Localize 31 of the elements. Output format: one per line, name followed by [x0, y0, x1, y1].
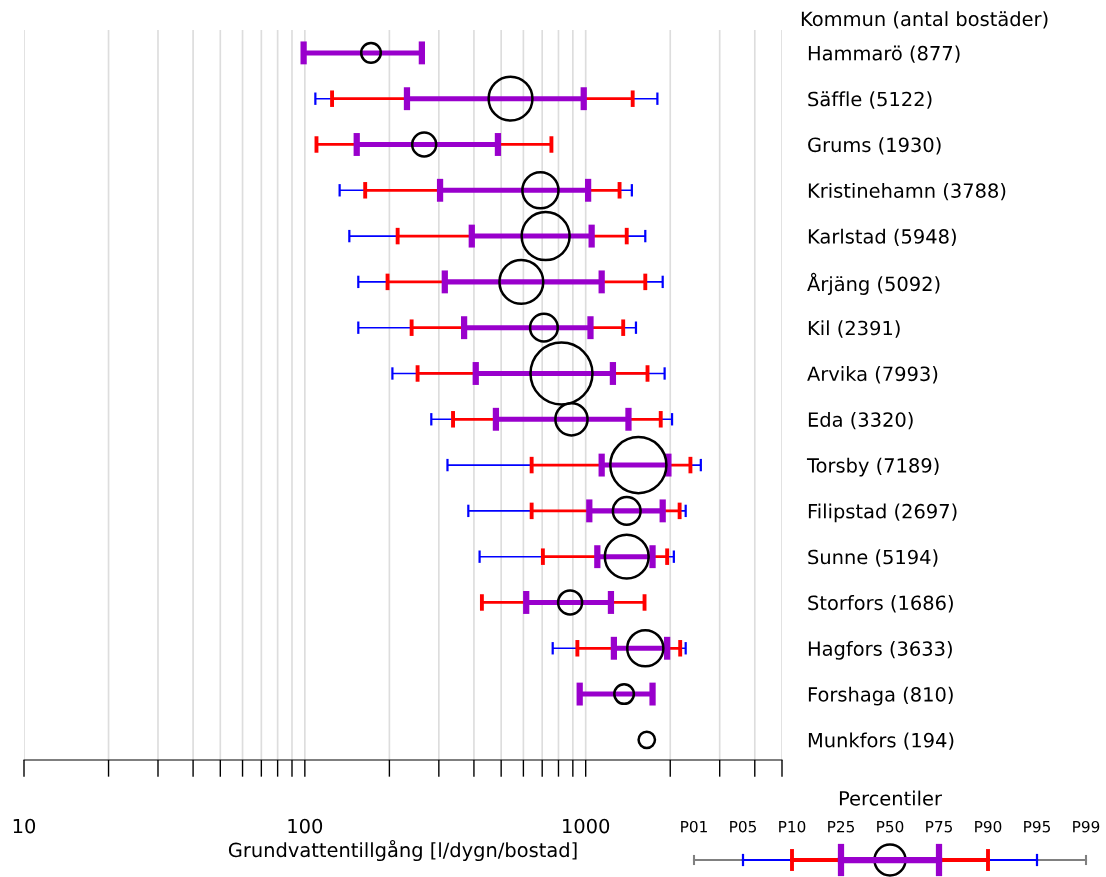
text: P10 — [779, 820, 806, 833]
y-tick-label: Hammarö (877) — [808, 45, 960, 63]
y-tick-label: Arvika (7993) — [807, 366, 938, 384]
x-tick-label: 10 — [13, 818, 36, 834]
y-tick-label: Hagfors (3633) — [808, 640, 952, 660]
y-tick-label: Eda (3320) — [808, 411, 913, 430]
y-tick-label: Kristinehamn (3788) — [808, 182, 1006, 201]
text: P25 — [828, 820, 854, 833]
text: P99 — [1073, 820, 1100, 833]
y-tick-label: Årjäng (5092) — [807, 272, 940, 295]
y-tick-label: Grums (1930) — [808, 137, 941, 155]
y-tick-label: Forshaga (810) — [808, 686, 953, 706]
text: P75 — [926, 821, 952, 833]
text: P01 — [681, 820, 707, 833]
text: P95 — [1024, 820, 1050, 833]
y-tick-label: Torsby (7189) — [806, 457, 939, 477]
text: P90 — [975, 820, 1002, 833]
x-tick-label: 100 — [288, 818, 323, 834]
text: P05 — [730, 820, 756, 833]
y-tick-label: Karlstad (5948) — [808, 228, 956, 247]
text: P50 — [877, 820, 904, 833]
x-axis-title: Grundvattentillgång [l/dygn/bostad] — [228, 839, 577, 862]
y-tick-label: Storfors (1686) — [808, 595, 953, 613]
x-tick-label: 1000 — [563, 818, 610, 834]
y-tick-label: Kil (2391) — [808, 320, 900, 338]
y-tick-label: Sunne (5194) — [808, 549, 938, 567]
y-tick-label: Säffle (5122) — [808, 91, 932, 109]
y-tick-label: Munkfors (194) — [808, 732, 954, 750]
legend-title: Percentiler — [839, 790, 942, 806]
y-axis-title: Kommun (antal bostäder) — [801, 11, 1048, 29]
y-tick-label: Filipstad (2697) — [808, 503, 957, 523]
